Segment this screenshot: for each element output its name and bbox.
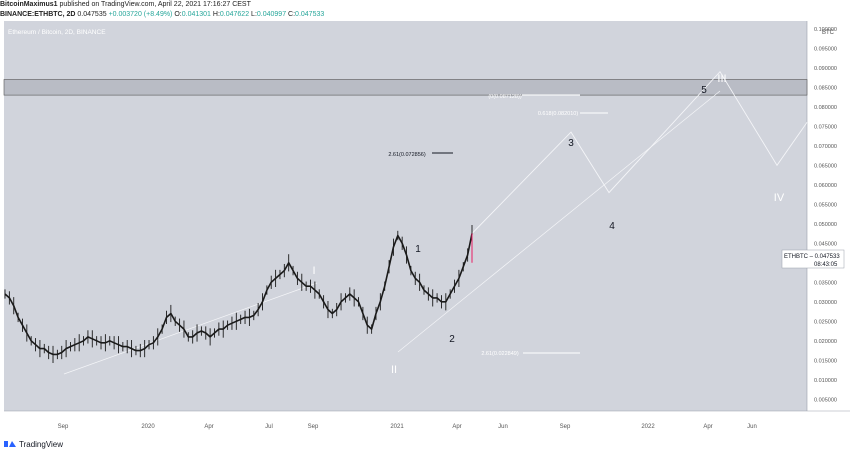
high-value: 0.047622 [219,11,250,18]
wave-label: II [391,364,397,376]
low-value: 0.040997 [256,11,287,18]
y-tick-label: 0.010000 [814,378,837,384]
wave-label: 4 [609,221,615,232]
open-value: 0.041301 [181,11,211,18]
price-axis[interactable] [807,21,850,411]
published-text: published on TradingView.com, April 22, … [59,1,251,8]
y-tick-label: 0.030000 [814,300,837,306]
y-tick-label: 0.085000 [814,85,837,91]
y-tick-label: 0.070000 [814,144,837,150]
fib-label: 2.61(0.022849) [481,351,518,357]
x-tick-label: 2021 [390,424,404,430]
resistance-zone [3,79,808,96]
x-tick-label: Apr [452,424,461,430]
y-tick-label: 0.100000 [814,27,837,33]
y-tick-label: 0.020000 [814,339,837,345]
ohlc-bar: BINANCE:ETHBTC, 2D 0.047535 +0.003720 (+… [0,11,850,18]
x-tick-label: 2020 [141,424,155,430]
x-tick-label: Sep [308,424,319,430]
y-tick-label: 0.075000 [814,124,837,130]
x-tick-label: Jun [747,424,757,430]
high-label: H: [212,11,220,18]
trendline-i [63,282,318,375]
x-tick-label: Sep [560,424,571,430]
open-label: O: [174,11,182,18]
y-tick-label: 0.090000 [814,66,837,72]
price-tag-countdown: 08:43:05 [814,262,838,268]
close-label: C: [288,11,296,18]
price-tag [781,249,845,269]
currency-label: BTC [822,30,835,36]
y-tick-label: 0.015000 [814,358,837,364]
y-tick-label: 0.095000 [814,46,837,52]
trendline-ii [397,291,473,353]
y-tick-label: 0.055000 [814,202,837,208]
wave-label: 1 [415,244,421,255]
wave-label: I [312,265,315,277]
trendline-long [471,90,721,293]
fib-label: 0.618(0.082010) [538,111,579,117]
price-change: +0.003720 (+8.49%) [108,11,173,18]
projection-path [471,70,808,234]
fib-label: (0(0.087128)) [488,94,521,100]
chart-label: Ethereum / Bitcoin, 2D, BINANCE [8,29,106,36]
wave-label: 3 [568,138,574,149]
y-tick-label: 0.025000 [814,319,837,325]
x-tick-label: Apr [703,424,712,430]
x-tick-label: Sep [58,424,69,430]
publish-info: BitcoinMaximus1 published on TradingView… [0,1,850,8]
y-tick-label: 0.080000 [814,105,837,111]
last-price: 0.047535 [77,11,107,18]
tradingview-brand[interactable]: TradingView [19,439,64,449]
wave-label: 5 [701,85,707,96]
symbol-label: BINANCE:ETHBTC, 2D [0,11,76,18]
x-tick-label: Jul [265,424,273,430]
x-tick-label: 2022 [641,424,655,430]
wave-label: 2 [449,334,455,345]
fib-label: 2.61(0.072856) [388,152,425,158]
low-label: L: [251,11,257,18]
x-tick-label: Jun [498,424,508,430]
footer: TradingView [4,437,63,451]
wave-label: III [717,73,726,85]
y-tick-label: 0.045000 [814,241,837,247]
y-tick-label: 0.060000 [814,183,837,189]
y-tick-label: 0.035000 [814,280,837,286]
price-series-line [4,233,473,356]
price-tag-symbol: ETHBTC – 0.047533 [784,254,840,260]
y-tick-label: 0.050000 [814,222,837,228]
publisher-name[interactable]: BitcoinMaximus1 [0,1,58,8]
x-tick-label: Apr [204,424,213,430]
y-tick-label: 0.065000 [814,163,837,169]
tradingview-logo-icon [4,439,16,449]
close-value: 0.047533 [295,11,325,18]
y-tick-label: 0.005000 [814,397,837,403]
wave-label: IV [774,192,785,204]
